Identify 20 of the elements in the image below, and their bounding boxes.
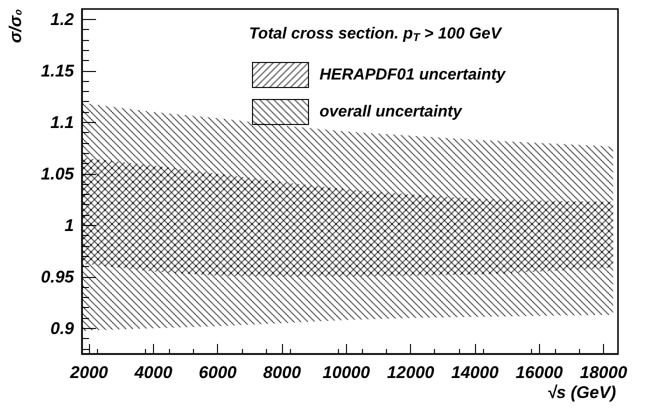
y-tick-label: 0.9 (50, 318, 75, 338)
y-tick-label: 0.95 (40, 267, 75, 286)
x-tick-label: 6000 (198, 363, 238, 382)
x-tick-label: 12000 (386, 363, 435, 382)
y-axis-title: σ/σ₀ (6, 8, 25, 43)
x-tick-label: 18000 (580, 363, 628, 382)
x-tick-label: 14000 (451, 363, 500, 382)
x-tick-label: 10000 (322, 363, 370, 382)
y-tick-label: 1.1 (50, 112, 74, 132)
y-tick-label: 1 (64, 216, 74, 235)
y-tick-label: 1.05 (40, 164, 75, 184)
x-axis-title: √s (GeV) (547, 383, 616, 402)
y-tick-label: 1.2 (50, 10, 75, 29)
x-tick-label: 2000 (69, 363, 109, 382)
x-tick-label: 8000 (263, 363, 302, 382)
x-tick-label: 4000 (133, 363, 173, 382)
y-tick-label: 1.15 (40, 61, 75, 80)
legend-label: overall uncertainty (320, 104, 463, 120)
legend-label: HERAPDF01 uncertainty (320, 66, 506, 84)
x-tick-label: 16000 (516, 363, 564, 382)
